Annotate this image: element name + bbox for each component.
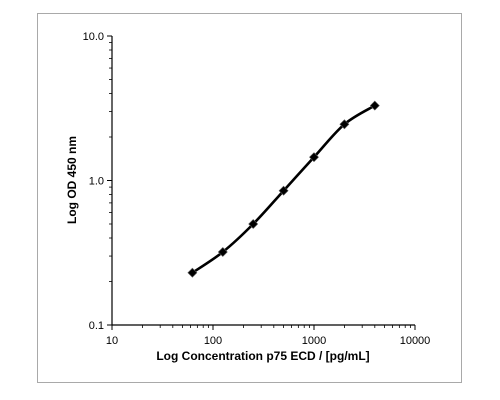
series-points: [187, 100, 380, 278]
x-tick-label: 10000: [400, 335, 431, 347]
data-point-marker: [369, 100, 380, 111]
data-point-marker: [309, 152, 319, 163]
x-axis-ticks: 10 100 1000 10000: [106, 325, 430, 347]
data-point-marker: [248, 219, 259, 229]
x-tick-label: 1000: [302, 335, 326, 347]
data-point-marker: [217, 247, 228, 257]
x-tick-label: 100: [204, 335, 222, 347]
y-tick-label: 1.0: [89, 176, 104, 188]
y-tick-label: 0.1: [89, 320, 104, 332]
x-axis-title: Log Concentration p75 ECD / [pg/mL]: [156, 349, 369, 363]
data-point-marker: [339, 119, 350, 130]
chart-frame: [37, 13, 462, 383]
x-tick-label: 10: [106, 335, 118, 347]
data-point-marker: [187, 267, 198, 278]
data-point-marker: [278, 185, 289, 196]
y-axis-ticks: 0.1 1.0 10.0: [83, 31, 112, 332]
y-tick-label: 10.0: [83, 31, 104, 43]
y-axis-title: Log OD 450 nm: [65, 136, 79, 224]
